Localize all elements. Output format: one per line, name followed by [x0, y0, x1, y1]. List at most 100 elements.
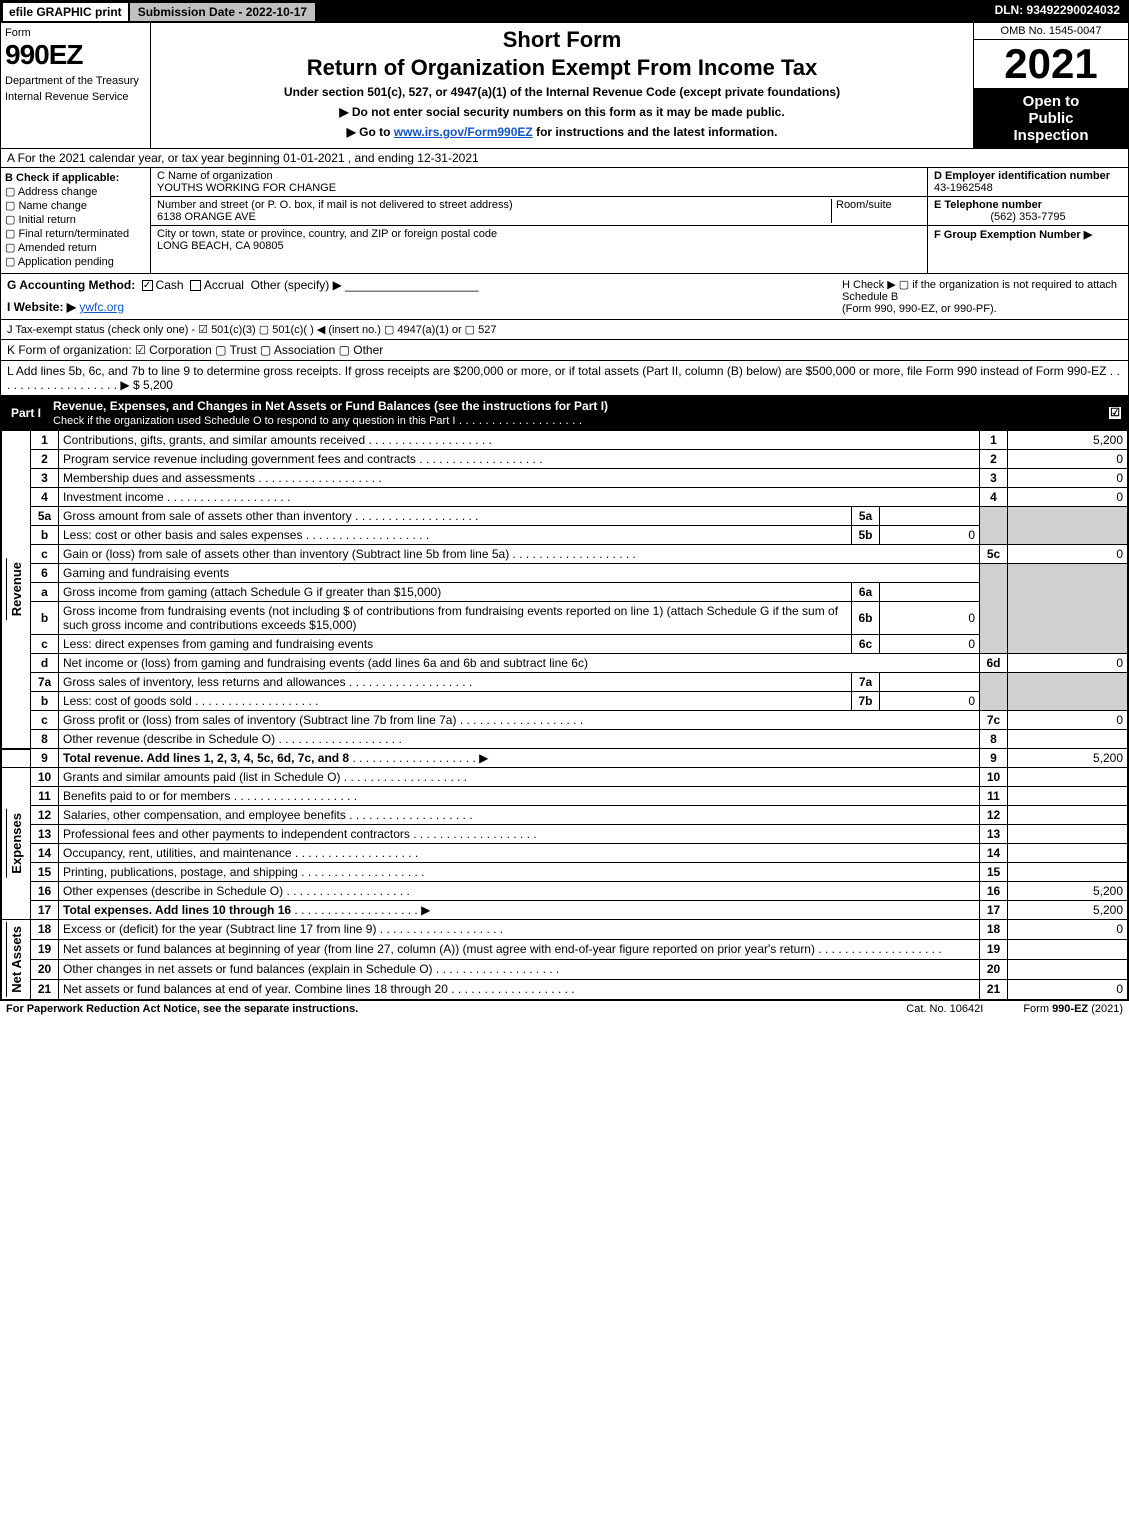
line-14-desc: Occupancy, rent, utilities, and maintena…: [63, 846, 292, 860]
line-8-val: [1008, 730, 1128, 749]
line-18-val: 0: [1008, 920, 1128, 940]
line-10-num: 10: [31, 768, 59, 787]
g-label: G Accounting Method:: [7, 278, 135, 292]
line-2-num: 2: [31, 450, 59, 469]
line-16-num: 16: [31, 882, 59, 901]
website-link[interactable]: ywfc.org: [79, 300, 124, 314]
line-8-num: 8: [31, 730, 59, 749]
line-21-val: 0: [1008, 979, 1128, 999]
org-street: 6138 ORANGE AVE: [157, 211, 256, 223]
line-3-val: 0: [1008, 469, 1128, 488]
page-footer: For Paperwork Reduction Act Notice, see …: [0, 1001, 1129, 1017]
ein-value: 43-1962548: [934, 182, 993, 194]
line-9-ref: 9: [980, 749, 1008, 768]
line-7c-ref: 7c: [980, 711, 1008, 730]
d-label: D Employer identification number: [934, 170, 1110, 182]
part-i-title: Revenue, Expenses, and Changes in Net As…: [53, 399, 608, 413]
row-l: L Add lines 5b, 6c, and 7b to line 9 to …: [1, 361, 1128, 396]
part-i-label: Part I: [7, 406, 45, 420]
line-10-val: [1008, 768, 1128, 787]
line-4-desc: Investment income: [63, 490, 164, 504]
chk-initial-return[interactable]: ▢ Initial return: [5, 213, 146, 226]
line-8-ref: 8: [980, 730, 1008, 749]
line-5b-sub: 5b: [852, 526, 880, 545]
form-word: Form: [5, 27, 146, 39]
goto-suffix: for instructions and the latest informat…: [533, 125, 778, 139]
treasury-dept: Department of the Treasury: [5, 75, 146, 87]
line-2-val: 0: [1008, 450, 1128, 469]
inspection-label: Inspection: [978, 127, 1124, 144]
line-6-desc: Gaming and fundraising events: [59, 564, 980, 583]
line-19-ref: 19: [980, 939, 1008, 959]
chk-name-change[interactable]: ▢ Name change: [5, 199, 146, 212]
f-label: F Group Exemption Number ▶: [934, 229, 1092, 241]
line-11-desc: Benefits paid to or for members: [63, 789, 230, 803]
org-city: LONG BEACH, CA 90805: [157, 240, 284, 252]
line-7b-sub: 7b: [852, 692, 880, 711]
line-19-val: [1008, 939, 1128, 959]
line-10-desc: Grants and similar amounts paid (list in…: [63, 770, 340, 784]
line-18-desc: Excess or (deficit) for the year (Subtra…: [63, 922, 376, 936]
chk-cash[interactable]: ✓: [142, 280, 153, 291]
line-16-ref: 16: [980, 882, 1008, 901]
line-17-ref: 17: [980, 901, 1008, 920]
line-2-desc: Program service revenue including govern…: [63, 452, 416, 466]
arrow-icon: ▶: [421, 903, 430, 917]
irs-label: Internal Revenue Service: [5, 91, 146, 103]
open-to-public: Open to Public Inspection: [974, 89, 1128, 148]
line-11-ref: 11: [980, 787, 1008, 806]
chk-accrual[interactable]: [190, 280, 201, 291]
line-9-val: 5,200: [1008, 749, 1128, 768]
line-18-ref: 18: [980, 920, 1008, 940]
line-17-val: 5,200: [1008, 901, 1128, 920]
line-6b-desc: Gross income from fundraising events (no…: [63, 604, 838, 632]
part-i-table: Revenue 1 Contributions, gifts, grants, …: [1, 430, 1128, 1000]
b-label: B Check if applicable:: [5, 172, 146, 184]
chk-final-return[interactable]: ▢ Final return/terminated: [5, 227, 146, 240]
ssn-warning: ▶ Do not enter social security numbers o…: [157, 105, 967, 119]
line-4-val: 0: [1008, 488, 1128, 507]
line-6a-sub: 6a: [852, 583, 880, 602]
line-13-desc: Professional fees and other payments to …: [63, 827, 410, 841]
h-sub: (Form 990, 990-EZ, or 990-PF).: [842, 303, 1122, 315]
return-title: Return of Organization Exempt From Incom…: [157, 55, 967, 81]
row-a-tax-year: A For the 2021 calendar year, or tax yea…: [1, 149, 1128, 168]
l-text: L Add lines 5b, 6c, and 7b to line 9 to …: [7, 364, 1106, 378]
other-specify: Other (specify) ▶: [251, 278, 342, 292]
l-amount-prefix: ▶ $: [120, 378, 143, 392]
line-6c-desc: Less: direct expenses from gaming and fu…: [63, 637, 373, 651]
line-6c-sub: 6c: [852, 635, 880, 654]
omb-number: OMB No. 1545-0047: [974, 23, 1128, 40]
part-i-check-note: Check if the organization used Schedule …: [53, 415, 455, 427]
line-15-val: [1008, 863, 1128, 882]
goto-prefix: ▶ Go to: [347, 125, 394, 139]
row-j: J Tax-exempt status (check only one) - ☑…: [1, 320, 1128, 340]
line-21-desc: Net assets or fund balances at end of ye…: [63, 982, 448, 996]
chk-amended-return[interactable]: ▢ Amended return: [5, 241, 146, 254]
irs-link[interactable]: www.irs.gov/Form990EZ: [394, 125, 533, 139]
line-6d-ref: 6d: [980, 654, 1008, 673]
line-6c-subval: 0: [880, 635, 980, 654]
chk-application-pending[interactable]: ▢ Application pending: [5, 255, 146, 268]
efile-print-label: efile GRAPHIC print: [1, 1, 130, 23]
line-13-num: 13: [31, 825, 59, 844]
netassets-section-label: Net Assets: [6, 922, 26, 997]
row-k: K Form of organization: ☑ Corporation ▢ …: [1, 340, 1128, 361]
row-g-h: G Accounting Method: ✓Cash Accrual Other…: [1, 274, 1128, 320]
schedule-o-check[interactable]: ☑: [1108, 406, 1122, 420]
chk-address-change[interactable]: ▢ Address change: [5, 185, 146, 198]
under-section: Under section 501(c), 527, or 4947(a)(1)…: [157, 85, 967, 99]
form-page: efile GRAPHIC print Submission Date - 20…: [0, 0, 1129, 1001]
line-1-ref: 1: [980, 431, 1008, 450]
line-10-ref: 10: [980, 768, 1008, 787]
line-5b-subval: 0: [880, 526, 980, 545]
line-7c-val: 0: [1008, 711, 1128, 730]
line-7a-sub: 7a: [852, 673, 880, 692]
accrual-label: Accrual: [204, 278, 244, 292]
part-i-header: Part I Revenue, Expenses, and Changes in…: [1, 396, 1128, 430]
line-5a-num: 5a: [31, 507, 59, 526]
line-7b-desc: Less: cost of goods sold: [63, 694, 192, 708]
line-5a-subval: [880, 507, 980, 526]
line-18-num: 18: [31, 920, 59, 940]
form-number: 990EZ: [5, 39, 146, 71]
